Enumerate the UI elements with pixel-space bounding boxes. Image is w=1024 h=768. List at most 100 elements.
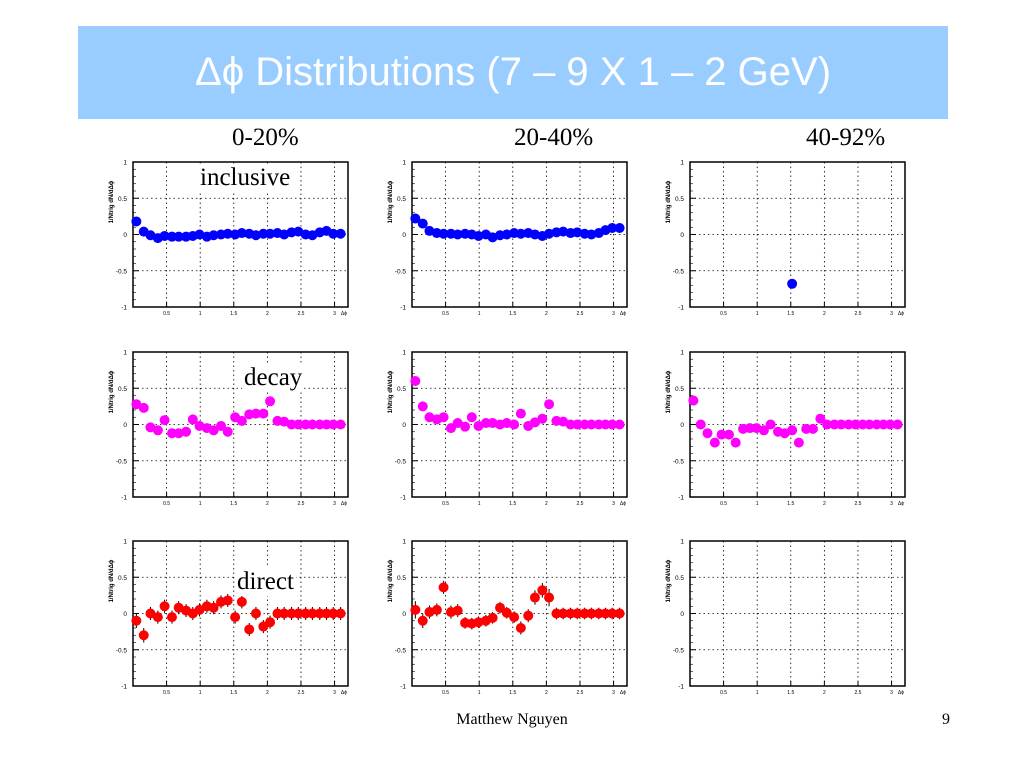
data-point	[572, 227, 583, 238]
data-point	[452, 229, 463, 240]
x-axis-label: Δϕ	[620, 311, 626, 317]
data-point	[807, 423, 818, 434]
data-point	[152, 612, 163, 623]
y-tick-label: -1	[121, 305, 127, 312]
x-tick-label: 3	[612, 501, 615, 507]
x-tick-label: 0.5	[720, 501, 727, 507]
y-tick-label: 0	[680, 422, 684, 429]
data-point	[250, 230, 261, 241]
data-point	[159, 415, 170, 426]
y-tick-label: 0	[402, 232, 406, 239]
y-axis-label: 1/Ntrig dN/dΔϕ	[388, 370, 394, 413]
data-point	[410, 604, 421, 615]
data-point	[265, 617, 276, 628]
x-tick-label: 0.5	[442, 311, 449, 317]
data-point	[864, 419, 875, 430]
data-point	[173, 428, 184, 439]
data-point	[293, 608, 304, 619]
data-point	[208, 230, 219, 241]
data-point	[614, 608, 625, 619]
y-tick-label: 0	[402, 422, 406, 429]
data-point	[410, 376, 421, 386]
y-tick-label: -1	[400, 305, 406, 312]
x-tick-label: 2	[823, 501, 826, 507]
y-tick-label: 1	[123, 350, 127, 357]
column-label-20-40: 20-40%	[514, 124, 594, 151]
x-tick-label: 1.5	[787, 311, 794, 317]
data-point	[723, 429, 734, 440]
y-axis-label: 1/Ntrig dN/dΔϕ	[666, 370, 672, 413]
x-tick-label: 2	[545, 311, 548, 317]
x-axis-label: Δϕ	[898, 311, 904, 317]
x-tick-label: 1.5	[787, 501, 794, 507]
row-label-direct: direct	[235, 568, 296, 596]
data-point	[236, 596, 247, 607]
y-axis-label: 1/Ntrig dN/dΔϕ	[109, 370, 115, 413]
data-point	[173, 231, 184, 242]
data-point	[230, 612, 241, 623]
data-point	[222, 228, 233, 239]
row-label-inclusive: inclusive	[198, 164, 293, 192]
y-tick-label: 1	[123, 160, 127, 167]
x-tick-label: 0.5	[720, 311, 727, 317]
data-point	[544, 592, 555, 603]
data-point	[438, 582, 449, 593]
y-tick-label: -1	[678, 684, 684, 691]
data-point	[131, 399, 142, 410]
data-point	[145, 608, 156, 619]
y-tick-label: 0	[402, 611, 406, 618]
data-point	[529, 417, 540, 428]
y-tick-label: 0.5	[675, 575, 684, 582]
panel-decay-2: 0.5 1 1.5 2 2.5 3 -1 -0.5 0 0.5 1 1/Ntrig dN/dΔϕ Δϕ	[666, 350, 906, 507]
x-tick-label: 1.5	[230, 690, 237, 696]
x-tick-label: 0.5	[163, 311, 170, 317]
data-point	[452, 418, 463, 429]
data-point	[244, 624, 255, 635]
plot-frame	[689, 161, 906, 308]
data-point	[181, 426, 192, 437]
data-point	[131, 615, 142, 626]
data-point	[152, 425, 163, 436]
data-point	[466, 412, 477, 423]
x-tick-label: 1.5	[509, 690, 516, 696]
data-point	[892, 419, 903, 430]
data-point	[473, 617, 484, 628]
x-tick-label: 1.5	[787, 690, 794, 696]
data-point	[138, 402, 149, 413]
y-tick-label: 0.5	[675, 196, 684, 203]
data-point	[614, 419, 625, 430]
data-point	[558, 226, 569, 237]
page-number: 9	[942, 711, 950, 728]
panel-direct-1: 0.5 1 1.5 2 2.5 3 -1 -0.5 0 0.5 1 1/Ntrig dN/dΔϕ Δϕ	[388, 539, 628, 696]
y-tick-label: 0	[680, 611, 684, 618]
data-point	[473, 230, 484, 241]
slide-title: Δϕ Distributions (7 – 9 X 1 – 2 GeV)	[194, 50, 832, 94]
data-point	[787, 278, 798, 289]
y-tick-label: -1	[678, 305, 684, 312]
y-tick-label: 0.5	[118, 386, 127, 393]
x-tick-label: 1.5	[509, 501, 516, 507]
y-tick-label: -0.5	[673, 458, 685, 465]
y-tick-label: -1	[121, 684, 127, 691]
data-point	[159, 601, 170, 612]
data-point	[236, 228, 247, 239]
x-tick-label: 1.5	[509, 311, 516, 317]
data-point	[328, 419, 339, 430]
data-point	[328, 228, 339, 239]
y-tick-label: 0	[680, 232, 684, 239]
y-tick-label: -0.5	[395, 647, 407, 654]
data-point	[607, 222, 618, 233]
y-tick-label: 1	[402, 350, 406, 357]
title-bar: Δϕ Distributions (7 – 9 X 1 – 2 GeV)	[78, 26, 948, 119]
data-point	[586, 419, 597, 430]
y-tick-label: -0.5	[673, 268, 685, 275]
x-tick-label: 3	[890, 690, 893, 696]
x-tick-label: 1	[199, 690, 202, 696]
panel-inclusive-2: 0.5 1 1.5 2 2.5 3 -1 -0.5 0 0.5 1 1/Ntrig dN/dΔϕ Δϕ	[666, 160, 906, 317]
x-tick-label: 1	[478, 311, 481, 317]
data-point	[335, 419, 346, 430]
data-point	[410, 213, 421, 224]
x-tick-label: 1	[478, 690, 481, 696]
data-point	[258, 408, 269, 419]
panel-decay-0: 0.5 1 1.5 2 2.5 3 -1 -0.5 0 0.5 1 1/Ntrig dN/dΔϕ Δϕ	[109, 350, 349, 507]
